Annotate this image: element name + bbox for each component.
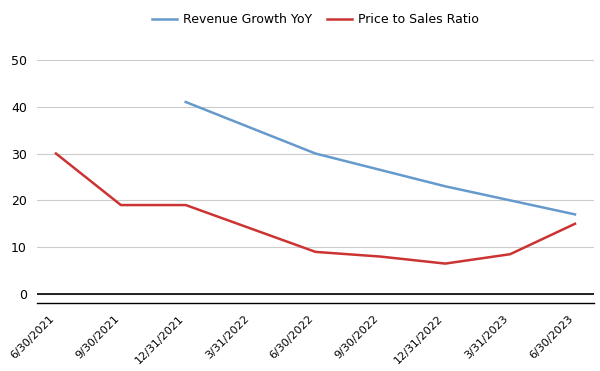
Revenue Growth YoY	[571, 212, 578, 217]
Price to Sales Ratio	[52, 151, 59, 156]
Revenue Growth YoY	[442, 184, 449, 188]
Price to Sales Ratio	[247, 226, 254, 231]
Line: Price to Sales Ratio: Price to Sales Ratio	[56, 154, 575, 263]
Line: Revenue Growth YoY: Revenue Growth YoY	[186, 102, 575, 214]
Price to Sales Ratio	[442, 261, 449, 266]
Price to Sales Ratio	[377, 255, 384, 259]
Revenue Growth YoY	[506, 198, 514, 203]
Price to Sales Ratio	[506, 252, 514, 256]
Price to Sales Ratio	[571, 221, 578, 226]
Revenue Growth YoY	[182, 100, 190, 104]
Price to Sales Ratio	[117, 203, 124, 207]
Legend: Revenue Growth YoY, Price to Sales Ratio: Revenue Growth YoY, Price to Sales Ratio	[147, 8, 484, 31]
Price to Sales Ratio	[312, 250, 319, 254]
Price to Sales Ratio	[182, 203, 190, 207]
Revenue Growth YoY	[312, 151, 319, 156]
